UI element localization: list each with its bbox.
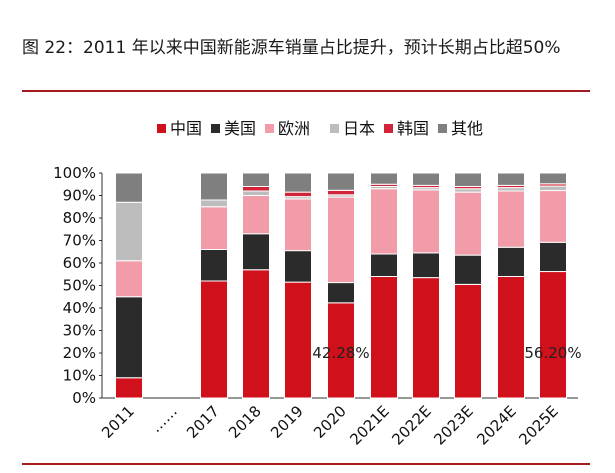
x-tick-label: 2024E bbox=[473, 402, 519, 448]
bar-segment-4 bbox=[242, 186, 270, 192]
legend-swatch-1 bbox=[211, 124, 220, 133]
bar-segment-0 bbox=[497, 276, 525, 399]
footer-divider bbox=[22, 463, 590, 465]
x-tick-label: 2025E bbox=[515, 402, 561, 448]
bar-segment-2 bbox=[284, 198, 312, 252]
bar-segment-0 bbox=[539, 271, 567, 399]
bar-segment-0 bbox=[370, 276, 398, 399]
bar-segment-5 bbox=[284, 172, 312, 193]
legend-label-3: 日本 bbox=[343, 119, 375, 138]
x-tick-label: 2021E bbox=[346, 402, 392, 448]
chart-title: 图 22：2011 年以来中国新能源车销量占比提升，预计长期占比超50% bbox=[22, 38, 561, 58]
bar-segment-2 bbox=[412, 189, 440, 254]
bar-segment-5 bbox=[200, 172, 228, 201]
bar-segment-2 bbox=[454, 191, 482, 256]
bar-segment-2 bbox=[327, 196, 355, 284]
bar-segment-3 bbox=[454, 188, 482, 193]
legend-swatch-0 bbox=[157, 124, 166, 133]
y-tick-label: 20% bbox=[63, 344, 96, 362]
bar-segment-1 bbox=[370, 253, 398, 277]
legend-swatch-5 bbox=[438, 124, 447, 133]
bar-segment-3 bbox=[242, 190, 270, 196]
y-tick-label: 60% bbox=[63, 254, 96, 272]
x-tick-label: 2011 bbox=[98, 402, 138, 442]
legend-label-2: 欧洲 bbox=[278, 119, 310, 138]
bar-segment-5 bbox=[242, 172, 270, 187]
y-tick-label: 40% bbox=[63, 299, 96, 317]
bar-segment-5 bbox=[539, 172, 567, 185]
bar-segment-0 bbox=[200, 280, 228, 399]
chart-bars bbox=[115, 172, 567, 399]
bar-segment-1 bbox=[539, 241, 567, 273]
x-tick-label: 2017 bbox=[183, 402, 223, 442]
bar-segment-4 bbox=[327, 189, 355, 196]
bar-segment-5 bbox=[412, 172, 440, 186]
legend-swatch-4 bbox=[384, 124, 393, 133]
x-tick-label: 2018 bbox=[225, 402, 265, 442]
y-tick-label: 10% bbox=[63, 367, 96, 385]
bar-segment-2 bbox=[539, 190, 567, 243]
bar-segment-1 bbox=[284, 250, 312, 283]
bar-segment-0 bbox=[115, 377, 143, 399]
bar-segment-2 bbox=[497, 190, 525, 248]
bar-segment-1 bbox=[327, 282, 355, 304]
y-tick-label: 80% bbox=[63, 209, 96, 227]
bar-segment-1 bbox=[454, 254, 482, 285]
data-label: 42.28% bbox=[312, 344, 369, 362]
x-tick-label: 2019 bbox=[267, 402, 307, 442]
y-tick-label: 0% bbox=[72, 389, 96, 407]
bar-segment-2 bbox=[242, 195, 270, 235]
legend-label-1: 美国 bbox=[224, 119, 256, 138]
chart-annotations: 42.28% 56.20% bbox=[312, 344, 581, 362]
bar-segment-2 bbox=[115, 260, 143, 298]
bar-segment-1 bbox=[242, 233, 270, 271]
bar-segment-5 bbox=[370, 172, 398, 185]
bar-segment-3 bbox=[497, 187, 525, 192]
bar-segment-3 bbox=[200, 199, 228, 208]
bar-segment-5 bbox=[115, 172, 143, 203]
bar-segment-0 bbox=[412, 277, 440, 399]
x-tick-label: 2023E bbox=[430, 402, 476, 448]
bar-segment-0 bbox=[327, 302, 355, 399]
x-tick-label: 2020 bbox=[310, 402, 350, 442]
chart-legend: 中国 美国 欧洲 日本 韩国 其他 bbox=[157, 119, 483, 138]
bar-segment-0 bbox=[284, 281, 312, 399]
legend-label-5: 其他 bbox=[451, 119, 483, 138]
bar-segment-5 bbox=[327, 172, 355, 191]
bar-segment-1 bbox=[200, 249, 228, 282]
bar-segment-1 bbox=[115, 296, 143, 379]
legend-label-4: 韩国 bbox=[397, 119, 429, 138]
data-label: 56.20% bbox=[524, 344, 581, 362]
y-tick-label: 50% bbox=[63, 277, 96, 295]
legend-label-0: 中国 bbox=[170, 119, 202, 138]
y-tick-label: 30% bbox=[63, 322, 96, 340]
bar-segment-2 bbox=[370, 188, 398, 255]
bar-segment-1 bbox=[412, 252, 440, 279]
legend-swatch-2 bbox=[265, 124, 274, 133]
y-tick-label: 70% bbox=[63, 232, 96, 250]
bar-segment-2 bbox=[200, 206, 228, 250]
bar-segment-0 bbox=[454, 283, 482, 399]
x-tick-label: 2022E bbox=[388, 402, 434, 448]
bar-segment-5 bbox=[454, 172, 482, 187]
bar-segment-3 bbox=[115, 201, 143, 262]
title-divider bbox=[22, 90, 590, 92]
bar-segment-3 bbox=[539, 185, 567, 192]
x-tick-label: …… bbox=[147, 402, 181, 436]
bar-segment-4 bbox=[284, 191, 312, 198]
y-tick-label: 90% bbox=[63, 187, 96, 205]
bar-segment-1 bbox=[497, 246, 525, 277]
y-tick-label: 100% bbox=[53, 164, 96, 182]
bar-segment-0 bbox=[242, 269, 270, 399]
legend-swatch-3 bbox=[330, 124, 339, 133]
bar-segment-5 bbox=[497, 172, 525, 186]
